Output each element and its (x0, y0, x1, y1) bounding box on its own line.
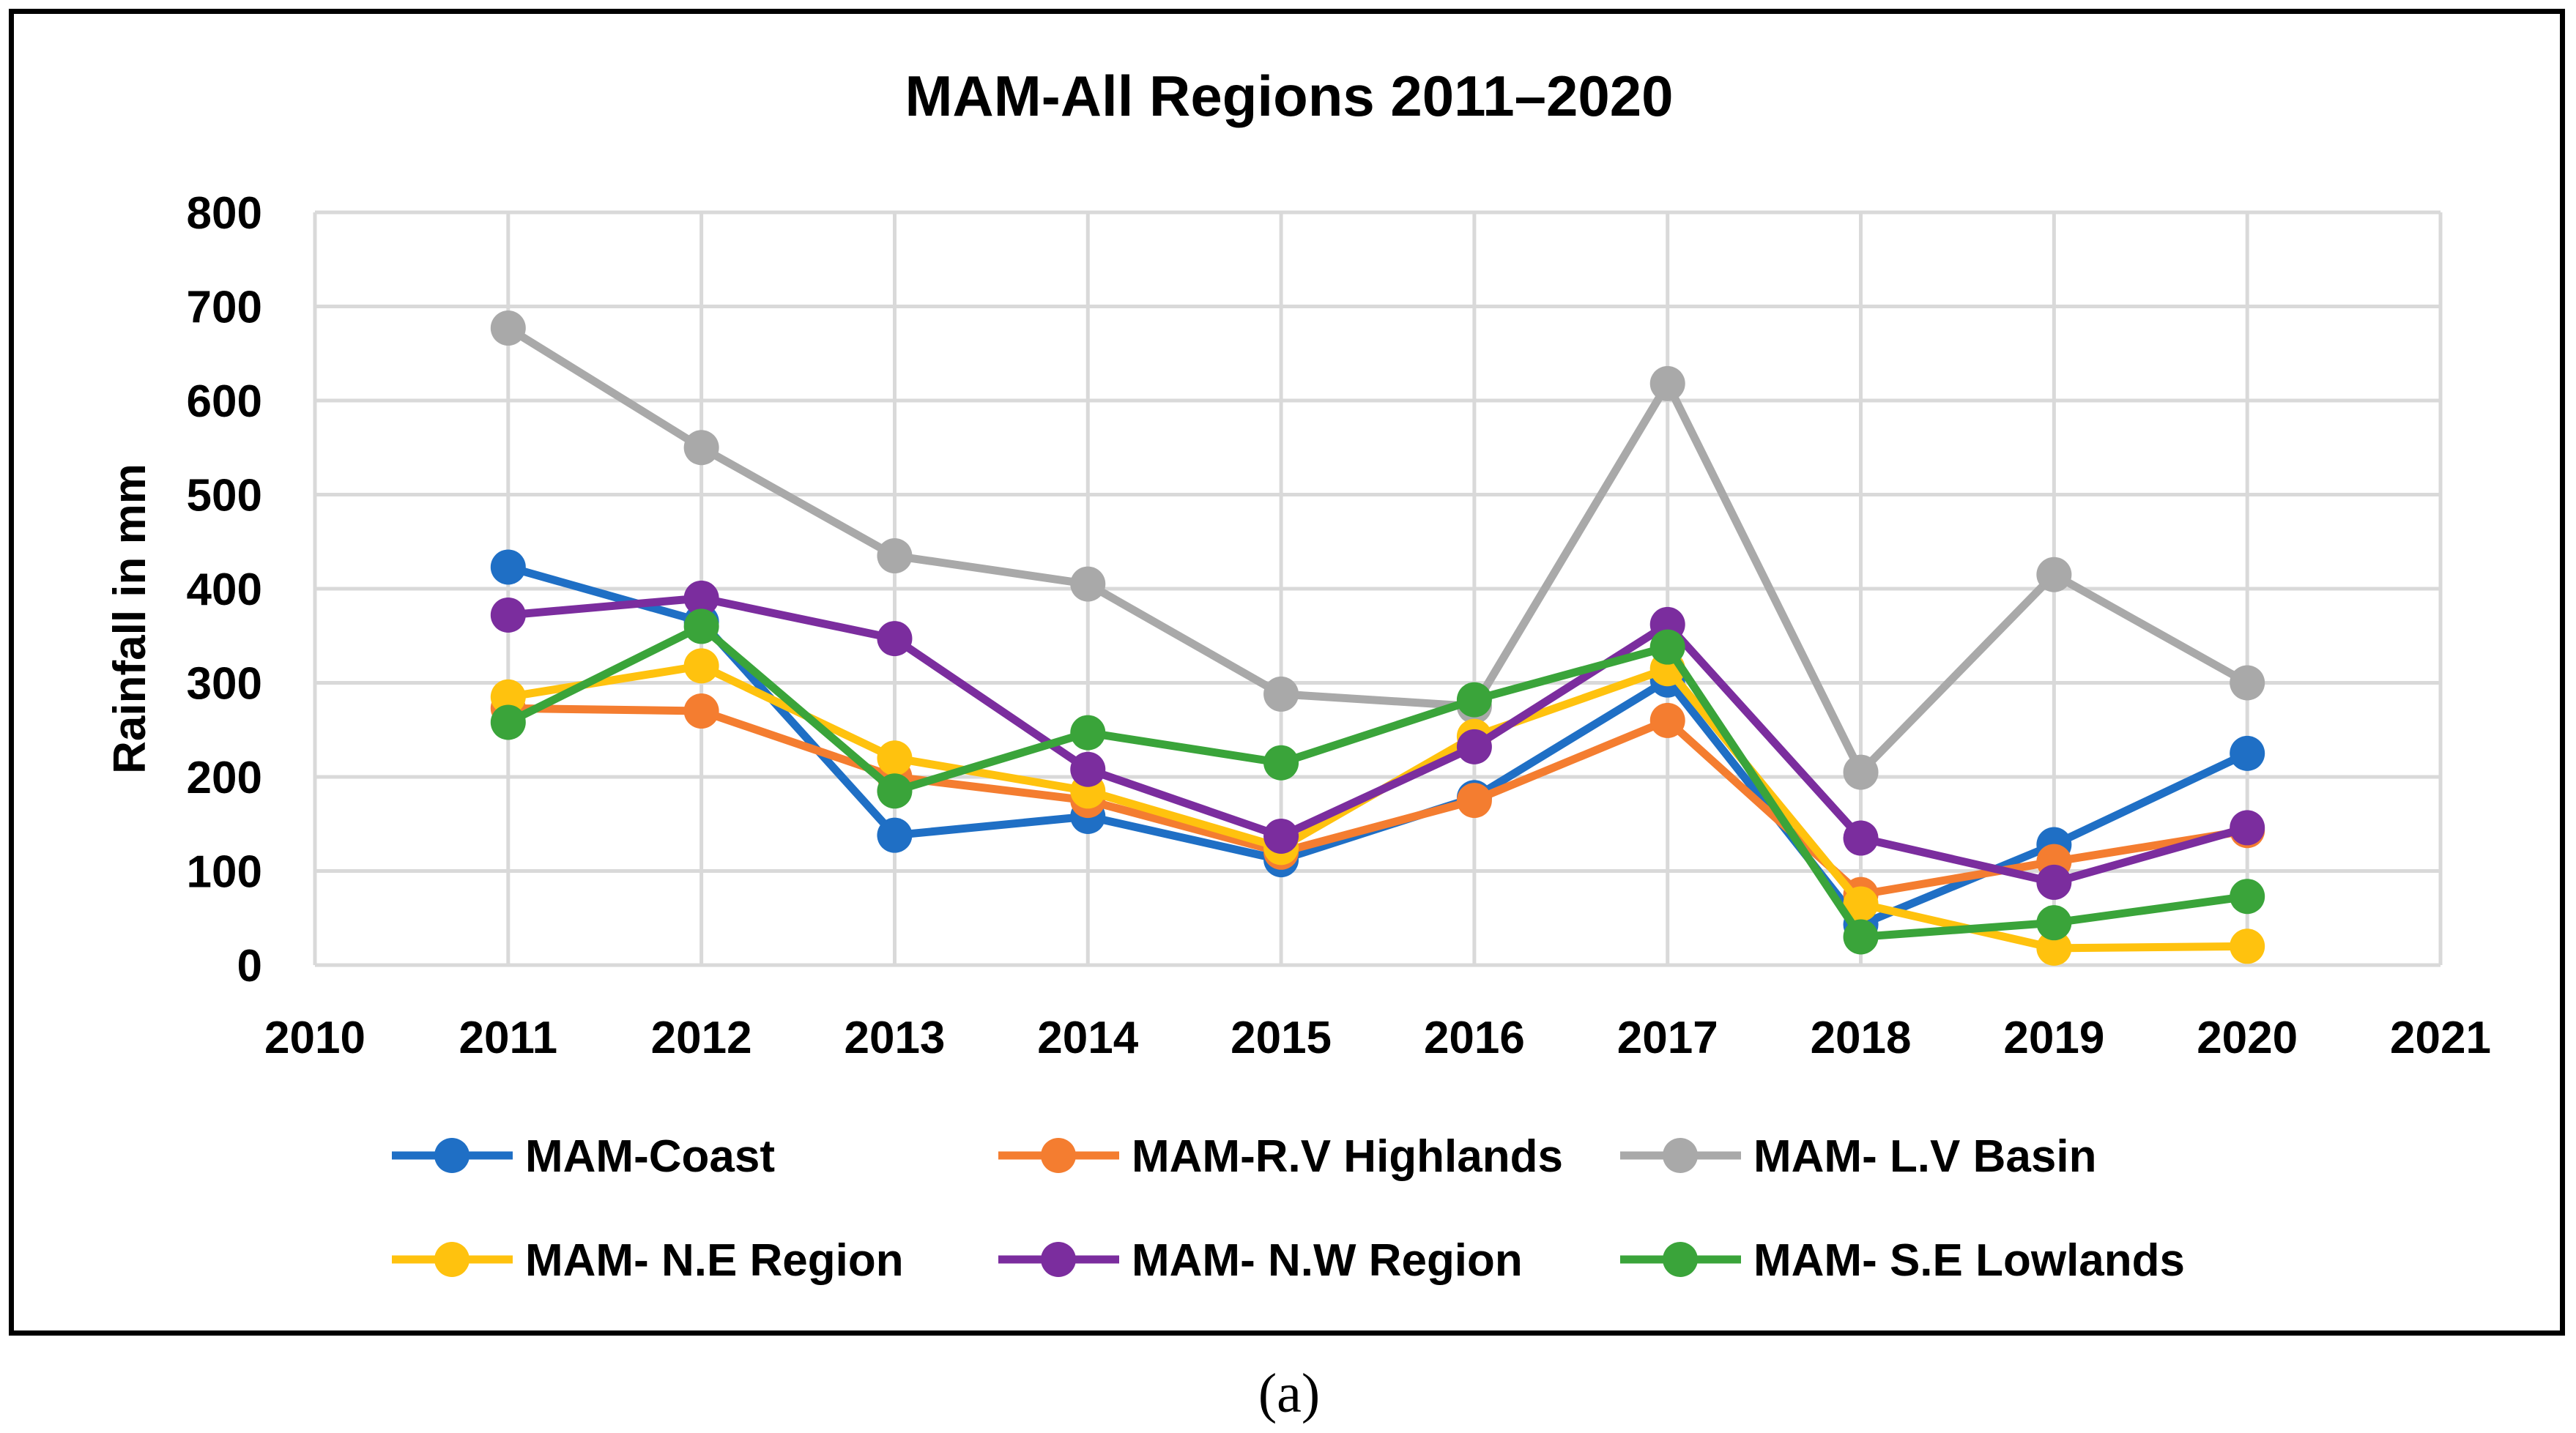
series-3 (490, 648, 2265, 966)
data-point (683, 648, 719, 684)
data-point (490, 597, 526, 633)
legend: MAM-Coast MAM-R.V Highlands MAM- L.V Basin… (392, 1131, 2185, 1286)
series-line (504, 622, 2252, 941)
y-tick-label: 0 (237, 941, 262, 991)
legend-label: MAM- N.E Region (525, 1235, 904, 1286)
data-point (1649, 702, 1685, 738)
chart-title: MAM-All Regions 2011–2020 (905, 64, 1673, 128)
data-point (1070, 566, 1106, 602)
data-point (2036, 557, 2072, 592)
x-tick-label: 2011 (459, 1013, 558, 1063)
y-tick-label: 800 (187, 188, 262, 239)
legend-label: MAM-R.V Highlands (1132, 1131, 1563, 1182)
data-point (683, 693, 719, 729)
y-tick-label: 200 (187, 753, 262, 803)
x-tick-label: 2015 (1231, 1013, 1332, 1063)
data-point (1843, 919, 1879, 955)
data-point (1843, 886, 1879, 922)
data-point (2036, 864, 2072, 900)
series-line (504, 661, 2252, 953)
x-tick-label: 2012 (651, 1013, 752, 1063)
x-tick-label: 2013 (844, 1013, 945, 1063)
data-point (1263, 745, 1299, 781)
series-line (504, 324, 2252, 777)
data-point (1456, 682, 1492, 718)
x-tick-label: 2019 (2003, 1013, 2104, 1063)
legend-item: MAM-Coast (392, 1131, 775, 1182)
x-tick-label: 2016 (1424, 1013, 1525, 1063)
data-point (2036, 905, 2072, 941)
data-point (1263, 676, 1299, 712)
series-2 (490, 310, 2265, 790)
data-point (1649, 365, 1685, 401)
y-tick-label: 100 (187, 847, 262, 898)
data-point (2230, 928, 2265, 964)
data-point (2230, 735, 2265, 771)
legend-label: MAM-Coast (525, 1131, 775, 1182)
data-point (1070, 751, 1106, 787)
x-tick-label: 2014 (1037, 1013, 1138, 1063)
data-point (877, 773, 913, 809)
data-point (2230, 665, 2265, 701)
y-tick-labels: 0 100 200 300 400 500 600 700 800 (187, 188, 262, 991)
legend-swatch-marker (1041, 1138, 1076, 1173)
data-point (877, 621, 913, 657)
legend-item: MAM- S.E Lowlands (1620, 1235, 2185, 1286)
legend-label: MAM- S.E Lowlands (1753, 1235, 2185, 1286)
x-tick-label: 2018 (1811, 1013, 1912, 1063)
legend-item: MAM-R.V Highlands (998, 1131, 1563, 1182)
data-point (490, 549, 526, 585)
y-tick-label: 400 (187, 565, 262, 615)
series-5 (490, 608, 2265, 955)
data-point (490, 310, 526, 346)
data-point (1843, 820, 1879, 856)
data-point (1070, 715, 1106, 751)
data-point (1456, 729, 1492, 764)
data-point (2230, 810, 2265, 846)
series-4 (490, 580, 2265, 900)
x-tick-labels: 2010 2011 2012 2013 2014 2015 2016 2017 2018 2019… (264, 1013, 2491, 1063)
x-tick-label: 2020 (2197, 1013, 2298, 1063)
y-axis-label: Rainfall in mm (105, 464, 155, 774)
data-point (683, 580, 719, 616)
legend-swatch-marker (1663, 1138, 1698, 1173)
legend-swatch-marker (1663, 1242, 1698, 1277)
data-point (877, 817, 913, 853)
data-point (1263, 818, 1299, 854)
series-1 (490, 691, 2265, 912)
legend-label: MAM- L.V Basin (1753, 1131, 2096, 1182)
data-point (877, 740, 913, 776)
data-point (683, 608, 719, 644)
legend-item: MAM- N.W Region (998, 1235, 1523, 1286)
data-point (490, 704, 526, 740)
legend-label: MAM- N.W Region (1132, 1235, 1523, 1286)
x-tick-label: 2010 (264, 1013, 365, 1063)
series-layer (490, 310, 2265, 966)
legend-swatch-marker (434, 1138, 469, 1173)
chart-frame (9, 9, 2565, 1336)
series-line (504, 704, 2252, 899)
data-point (2230, 879, 2265, 915)
data-point (1843, 754, 1879, 790)
data-point (490, 679, 526, 715)
y-tick-label: 700 (187, 283, 262, 333)
y-tick-label: 500 (187, 471, 262, 521)
data-point (2036, 930, 2072, 966)
series-line (504, 594, 2252, 887)
y-tick-label: 300 (187, 659, 262, 710)
data-point (1649, 629, 1685, 665)
data-point (877, 538, 913, 574)
legend-swatch-marker (1041, 1242, 1076, 1277)
figure-caption: (a) (1258, 1363, 1320, 1424)
data-point (1456, 783, 1492, 819)
legend-item: MAM- N.E Region (392, 1235, 904, 1286)
y-tick-label: 600 (187, 376, 262, 427)
x-tick-label: 2017 (1617, 1013, 1718, 1063)
legend-item: MAM- L.V Basin (1620, 1131, 2096, 1182)
legend-swatch-marker (434, 1242, 469, 1277)
x-tick-label: 2021 (2390, 1013, 2491, 1063)
data-point (683, 430, 719, 466)
